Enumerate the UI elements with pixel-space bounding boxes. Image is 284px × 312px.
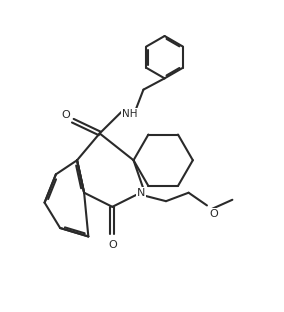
Text: O: O bbox=[108, 240, 117, 250]
Text: O: O bbox=[61, 110, 70, 120]
Text: NH: NH bbox=[122, 109, 137, 119]
Text: N: N bbox=[136, 188, 145, 198]
Text: O: O bbox=[210, 209, 218, 219]
